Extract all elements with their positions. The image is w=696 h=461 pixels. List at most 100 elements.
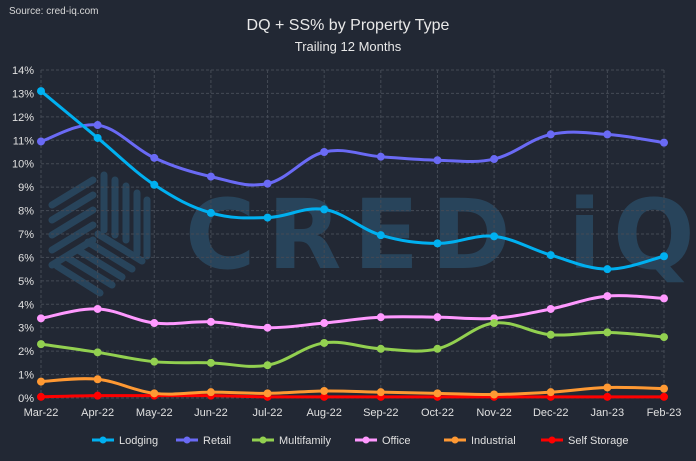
y-tick-label: 2%: [18, 346, 34, 358]
y-tick-label: 13%: [12, 88, 34, 100]
series-line-self-storage: [40, 394, 664, 399]
y-tick-label: 1%: [18, 370, 34, 382]
data-point-industrial: [320, 386, 329, 395]
data-point-lodging: [93, 133, 102, 142]
data-point-office: [93, 304, 102, 313]
legend-marker: [548, 436, 556, 444]
watermark-text: CRED iQ: [185, 179, 696, 291]
data-point-industrial: [206, 388, 215, 397]
data-point-office: [433, 313, 442, 322]
y-tick-label: 3%: [18, 323, 34, 335]
y-tick-label: 6%: [18, 252, 34, 264]
data-point-retail: [320, 148, 329, 156]
x-tick-label: Oct-22: [421, 407, 454, 419]
y-tick-label: 11%: [13, 135, 34, 147]
x-tick-label: Mar-22: [24, 407, 59, 419]
y-tick-label: 10%: [12, 159, 34, 171]
x-tick-label: Feb-23: [647, 407, 682, 419]
data-point-industrial: [263, 389, 272, 398]
data-point-multifamily: [546, 330, 555, 339]
series-lodging: [37, 87, 668, 274]
data-point-office: [37, 314, 45, 323]
legend-item-industrial: Industrial: [444, 435, 516, 447]
data-point-multifamily: [433, 344, 442, 353]
data-point-retail: [433, 156, 442, 165]
data-point-self-storage: [93, 391, 102, 400]
data-point-industrial: [433, 389, 442, 398]
data-point-lodging: [263, 213, 272, 222]
data-point-industrial: [660, 384, 668, 393]
legend-item-self-storage: Self Storage: [541, 435, 629, 447]
y-tick-label: 7%: [18, 229, 34, 241]
legend-item-office: Office: [355, 435, 411, 447]
data-point-lodging: [660, 252, 668, 261]
data-point-industrial: [546, 388, 555, 397]
data-point-industrial: [603, 383, 612, 392]
y-tick-label: 0%: [18, 393, 34, 405]
data-point-retail: [150, 153, 159, 162]
source-note: Source: cred-iq.com: [9, 6, 99, 17]
data-point-retail: [490, 155, 499, 164]
legend-marker: [362, 436, 370, 444]
x-tick-label: May-22: [136, 407, 173, 419]
data-point-office: [320, 319, 329, 328]
x-tick-label: Jan-23: [591, 407, 625, 419]
legend-item-multifamily: Multifamily: [252, 435, 331, 447]
data-point-office: [660, 294, 668, 303]
legend-marker: [99, 436, 107, 444]
data-point-lodging: [603, 265, 612, 274]
data-point-lodging: [206, 208, 215, 217]
x-tick-label: Apr-22: [81, 407, 114, 419]
data-point-office: [150, 319, 159, 328]
data-point-multifamily: [263, 361, 272, 370]
y-tick-label: 14%: [12, 65, 34, 77]
data-point-retail: [660, 138, 668, 147]
series-line-office: [40, 294, 665, 330]
data-point-multifamily: [320, 338, 329, 347]
legend-item-lodging: Lodging: [92, 435, 158, 447]
y-tick-label: 9%: [18, 182, 34, 194]
legend-label: Multifamily: [279, 435, 331, 447]
legend-label: Retail: [203, 435, 231, 447]
legend-item-retail: Retail: [176, 435, 231, 447]
data-point-retail: [206, 172, 215, 181]
data-point-self-storage: [320, 392, 329, 401]
y-tick-label: 4%: [18, 299, 34, 311]
chart-subtitle: Trailing 12 Months: [294, 39, 402, 54]
data-point-multifamily: [376, 344, 385, 353]
data-point-industrial: [150, 389, 159, 398]
series-self-storage: [37, 391, 668, 401]
data-point-industrial: [37, 377, 45, 386]
data-point-lodging: [546, 251, 555, 260]
series-line-industrial: [40, 377, 665, 397]
data-point-multifamily: [490, 319, 499, 328]
series-line-retail: [40, 123, 665, 187]
legend-label: Office: [382, 435, 411, 447]
x-tick-label: Jul-22: [253, 407, 283, 419]
chart-title: DQ + SS% by Property Type: [246, 17, 450, 34]
data-point-self-storage: [660, 392, 668, 401]
data-point-industrial: [490, 390, 499, 399]
data-point-industrial: [376, 388, 385, 397]
data-point-office: [376, 313, 385, 322]
data-point-office: [263, 323, 272, 332]
data-point-lodging: [490, 232, 499, 241]
data-point-lodging: [37, 87, 45, 96]
data-point-retail: [37, 137, 45, 146]
data-point-lodging: [320, 205, 329, 214]
y-tick-label: 5%: [18, 276, 34, 288]
data-point-self-storage: [603, 392, 612, 401]
data-point-office: [206, 317, 215, 326]
x-tick-label: Dec-22: [533, 407, 568, 419]
x-tick-label: Sep-22: [363, 407, 398, 419]
series-line-multifamily: [40, 321, 665, 368]
data-point-retail: [93, 121, 102, 130]
data-point-retail: [603, 130, 612, 139]
y-tick-label: 12%: [12, 112, 34, 124]
x-tick-label: Jun-22: [194, 407, 228, 419]
series-multifamily: [37, 319, 668, 370]
data-point-multifamily: [93, 348, 102, 357]
legend-label: Self Storage: [568, 435, 629, 447]
data-point-lodging: [150, 180, 159, 189]
data-point-retail: [546, 130, 555, 139]
